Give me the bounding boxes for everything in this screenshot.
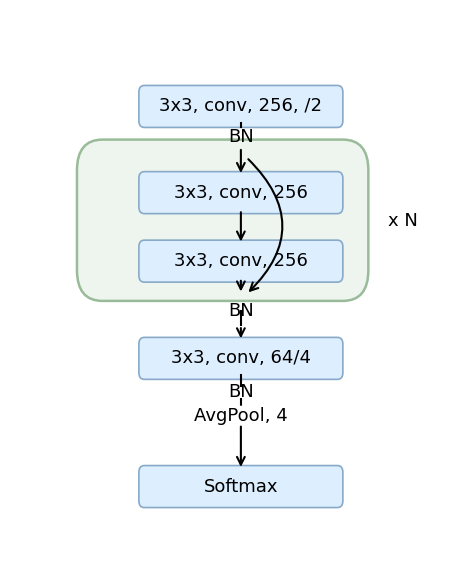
FancyBboxPatch shape [139, 172, 343, 214]
FancyBboxPatch shape [139, 338, 343, 379]
Text: BN: BN [228, 302, 254, 320]
Text: 3x3, conv, 64/4: 3x3, conv, 64/4 [171, 350, 311, 367]
FancyBboxPatch shape [139, 466, 343, 507]
FancyBboxPatch shape [77, 139, 368, 301]
Text: 3x3, conv, 256: 3x3, conv, 256 [174, 184, 308, 201]
Text: BN: BN [228, 129, 254, 146]
Text: AvgPool, 4: AvgPool, 4 [194, 407, 288, 425]
Text: BN: BN [228, 383, 254, 401]
Text: Softmax: Softmax [204, 478, 278, 495]
FancyBboxPatch shape [139, 240, 343, 282]
Text: x N: x N [388, 212, 418, 230]
Text: 3x3, conv, 256, /2: 3x3, conv, 256, /2 [159, 98, 322, 115]
Text: 3x3, conv, 256: 3x3, conv, 256 [174, 252, 308, 270]
FancyBboxPatch shape [139, 86, 343, 127]
